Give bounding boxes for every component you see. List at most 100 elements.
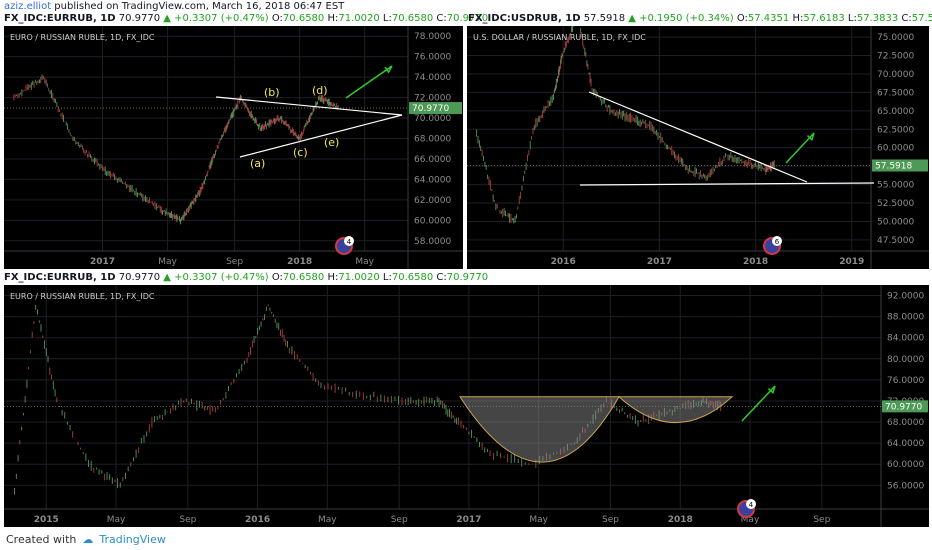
y-tick-label: 47.5000 [877,236,914,246]
triangle-upper-line [588,91,808,183]
y-tick-label: 78.0000 [414,32,451,42]
badge-count: 6 [775,238,780,246]
badge-count: 4 [749,501,754,509]
x-tick-label: 2016 [245,515,270,525]
close-value: 70.9770 [446,13,489,24]
high-value: 71.0020 [338,13,380,24]
x-tick-label: Sep [602,515,619,525]
panel-header: FX_IDC:USDRUB, 1D 57.5918 ▲ +0.1950 (+0.… [468,13,932,24]
symbol-label: FX_IDC:EURRUB, 1D [4,13,116,24]
last-price: 70.9770 [118,272,161,283]
y-tick-label: 60.0000 [414,216,451,226]
open-value: 70.6580 [282,272,325,283]
x-tick-label: 2016 [551,257,576,267]
handle-shape [617,396,734,424]
arrow-head-icon [806,132,815,142]
close-value: 70.9770 [446,272,489,283]
x-tick-label: May [741,515,760,525]
x-tick-label: May [529,515,548,525]
footer: Created with ☁ TradingView [6,533,166,546]
panel-header: FX_IDC:EURRUB, 1D 70.9770 ▲ +0.3307 (+0.… [4,272,489,283]
y-tick-label: 55.0000 [877,181,914,191]
publish-text: published on TradingView.com, March 16, … [54,1,345,12]
badge-count-bg [344,236,354,246]
x-tick-label: 2018 [743,257,768,267]
x-tick-label: May [318,515,337,525]
y-tick-label: 76.0000 [887,376,924,386]
low-value: 57.3833 [856,13,899,24]
triangle-lower-line [239,114,403,158]
y-tick-label: 72.0000 [414,94,451,104]
x-tick-label: 2015 [34,515,59,525]
created-with-text: Created with [6,533,77,546]
x-tick-label: 2017 [647,257,672,267]
wave-label: (c) [293,146,308,159]
triangle-upper-line [215,96,403,116]
publish-line: aziz.elliot published on TradingView.com… [4,1,344,12]
price-tag-background [409,102,462,115]
author-link[interactable]: aziz.elliot [4,1,52,12]
y-tick-label: 66.0000 [414,155,451,165]
x-tick-label: Sep [391,515,408,525]
chart-background [4,26,463,269]
y-tick-label: 88.0000 [887,313,924,323]
y-tick-label: 92.0000 [887,292,924,302]
high-value: 71.0020 [338,272,380,283]
chart-title: U.S. DOLLAR / RUSSIAN RUBLE, 1D, FX_IDC [473,33,646,42]
y-tick-label: 58.0000 [414,237,451,247]
y-tick-label: 67.5000 [877,88,914,98]
x-tick-label: Sep [226,257,243,267]
y-tick-label: 70.0000 [414,114,451,124]
y-tick-label: 60.0000 [887,460,924,470]
symbol-label: FX_IDC:USDRUB, 1D [468,13,581,24]
x-tick-label: Sep [179,515,196,525]
y-tick-label: 74.0000 [414,73,451,83]
y-tick-label: 68.0000 [414,135,451,145]
open-value: 57.4351 [747,13,790,24]
badge-count-bg [772,236,782,246]
cup-shape [459,396,620,463]
triangle-lower-line [579,182,875,186]
change-value: ▲ +0.3307 (+0.47%) [163,13,269,24]
y-tick-label: 62.5000 [877,125,914,135]
tradingview-logo-icon[interactable]: ☁ [82,533,94,546]
y-tick-label: 65.0000 [877,107,914,117]
panel-header: FX_IDC:EURRUB, 1D 70.9770 ▲ +0.3307 (+0.… [4,13,489,24]
y-tick-label: 50.0000 [877,217,914,227]
x-tick-label: 2017 [90,257,115,267]
x-tick-label: May [158,257,177,267]
close-value: 57.5918 [911,13,932,24]
open-value: 70.6580 [282,13,325,24]
badge-count: 4 [347,238,352,246]
y-tick-label: 60.0000 [877,144,914,154]
y-tick-label: 56.0000 [887,481,924,491]
x-tick-label: 2017 [456,515,481,525]
y-tick-label: 64.0000 [414,175,451,185]
badge-count-bg [746,499,756,509]
chart-title: EURO / RUSSIAN RUBLE, 1D, FX_IDC [10,33,155,42]
symbol-label: FX_IDC:EURRUB, 1D [4,272,116,283]
x-tick-label: 2019 [839,257,864,267]
x-tick-label: 2018 [287,257,312,267]
chart-title: EURO / RUSSIAN RUBLE, 1D, FX_IDC [10,292,155,301]
y-tick-label: 76.0000 [414,53,451,63]
price-tag-background [872,159,928,172]
y-tick-label: 80.0000 [887,355,924,365]
change-value: ▲ +0.3307 (+0.47%) [163,272,269,283]
tradingview-brand[interactable]: TradingView [99,533,166,546]
eurrub-chart-top[interactable]: 58.0000 60.0000 62.0000 64.0000 66.0000 68.00… [4,26,463,269]
eurrub-chart-bottom[interactable]: 56.000060.000064.000068.000072.000076.00… [4,285,929,527]
low-value: 70.6580 [391,272,434,283]
wave-label: (e) [324,136,339,149]
price-tag-background [882,400,928,413]
target-arrow [741,385,776,422]
arrow-head-icon [767,385,776,395]
usdrub-chart-top[interactable]: 47.500050.000052.500055.000057.500060.00… [467,26,929,269]
last-price: 57.5918 [583,13,626,24]
x-tick-label: Sep [813,515,830,525]
y-tick-label: 75.0000 [877,33,914,43]
y-tick-label: 62.0000 [414,196,451,206]
y-tick-label: 72.5000 [877,52,914,62]
price-tag: 70.9770 [412,104,449,114]
price-tag: 70.9770 [885,402,922,412]
